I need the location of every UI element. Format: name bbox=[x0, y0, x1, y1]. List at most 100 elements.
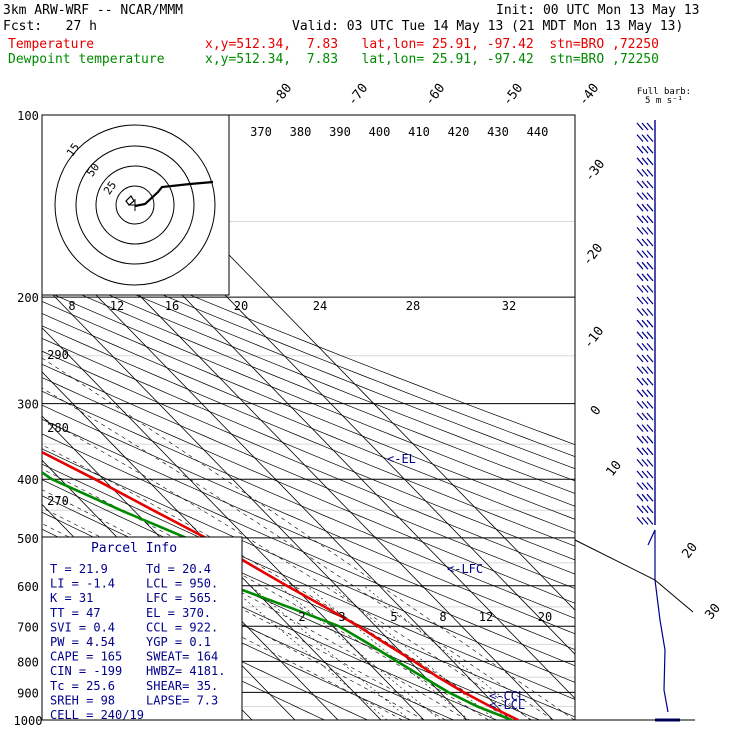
plot-frame bbox=[41, 114, 576, 721]
dry-adiabat bbox=[42, 301, 575, 520]
wind-barb bbox=[636, 308, 644, 316]
wind-barb bbox=[641, 459, 649, 467]
wind-barb bbox=[646, 308, 654, 316]
parcel-info-value: LI = -1.4 bbox=[50, 577, 115, 591]
mixing-ratio-label: 20 bbox=[538, 610, 552, 624]
wind-barb bbox=[636, 331, 644, 340]
wind-barb bbox=[636, 401, 644, 409]
wind-barb bbox=[641, 331, 649, 340]
profile-lines bbox=[42, 450, 519, 720]
isotherm-label: 10 bbox=[604, 458, 625, 480]
wind-barb bbox=[636, 447, 644, 456]
parcel-info-value: LAPSE= 7.3 bbox=[146, 693, 218, 707]
wind-barb bbox=[646, 505, 654, 514]
wind-barb bbox=[641, 261, 649, 270]
wind-barb bbox=[646, 296, 654, 305]
parcel-info-value: HWBZ= 4181. bbox=[146, 664, 225, 678]
init-time: Init: 00 UTC Mon 13 May 13 bbox=[496, 3, 700, 18]
hodograph-ring bbox=[54, 124, 216, 286]
wind-barb bbox=[641, 343, 649, 351]
wind-barb bbox=[636, 354, 644, 363]
dewpoint-profile bbox=[42, 470, 513, 720]
wind-barb bbox=[636, 273, 644, 282]
theta-label: 430 bbox=[487, 125, 509, 139]
wind-barb bbox=[636, 122, 644, 131]
wind-barb bbox=[646, 354, 654, 363]
wind-barb bbox=[636, 470, 644, 479]
theta-label: 370 bbox=[250, 125, 272, 139]
hodograph-ring-label: 25 bbox=[101, 179, 119, 197]
wind-barb bbox=[641, 354, 649, 363]
lcl-marker: <-LCL bbox=[489, 698, 525, 712]
hodograph-speed-label: 8 bbox=[68, 299, 75, 313]
wind-barb bbox=[646, 366, 654, 374]
wind-barb bbox=[641, 401, 649, 409]
theta-label: 400 bbox=[369, 125, 391, 139]
wind-barb bbox=[636, 435, 644, 444]
dry-adiabat bbox=[42, 564, 368, 720]
moist-adiabat bbox=[42, 417, 532, 720]
dry-adiabat bbox=[42, 433, 575, 667]
wind-barb bbox=[646, 493, 654, 502]
parcel-info-value: TT = 47 bbox=[50, 606, 101, 620]
dry-adiabat bbox=[42, 404, 575, 635]
dry-adiabat bbox=[42, 254, 575, 470]
isotherm-line bbox=[42, 327, 425, 720]
pressure-label: 700 bbox=[17, 620, 39, 634]
theta-label: 390 bbox=[329, 125, 351, 139]
parcel-info-value: Tc = 25.6 bbox=[50, 679, 115, 693]
wind-barb bbox=[646, 331, 654, 340]
mixing-ratio-label: 8 bbox=[439, 610, 446, 624]
wind-barb bbox=[646, 470, 654, 479]
wind-barb bbox=[636, 296, 644, 305]
pressure-label: 600 bbox=[17, 580, 39, 594]
hodograph-ring bbox=[115, 185, 155, 225]
lfc-marker: <-LFC bbox=[447, 562, 483, 576]
wind-barb bbox=[641, 308, 649, 316]
wind-barb bbox=[641, 169, 649, 177]
temperature-location: x,y=512.34, 7.83 lat,lon= 25.91, -97.42 … bbox=[205, 37, 659, 52]
pressure-label: 900 bbox=[17, 686, 39, 700]
hodograph-speed-label: 32 bbox=[502, 299, 516, 313]
isotherm-line bbox=[42, 238, 511, 720]
wind-barb bbox=[641, 134, 649, 142]
wind-barb bbox=[646, 180, 654, 189]
wind-barb bbox=[646, 192, 654, 200]
hodograph-trace bbox=[134, 180, 214, 208]
mixing-ratio-label: 5 bbox=[390, 610, 397, 624]
wind-barb bbox=[636, 157, 644, 166]
mixing-ratio-line bbox=[250, 585, 411, 720]
hodograph-speed-label: 24 bbox=[313, 299, 327, 313]
wind-barb bbox=[636, 238, 644, 247]
wind-barb-lower bbox=[647, 529, 669, 713]
wind-barb bbox=[646, 250, 654, 258]
parcel-info-value: YGP = 0.1 bbox=[146, 635, 211, 649]
wind-barb bbox=[646, 319, 654, 328]
isotherm-label: 0 bbox=[588, 403, 605, 418]
pressure-label: 100 bbox=[17, 109, 39, 123]
ccl-marker: <-CCL bbox=[489, 689, 525, 703]
isotherm-label: -80 bbox=[269, 81, 295, 109]
wind-barb bbox=[646, 482, 654, 490]
pressure-label: 400 bbox=[17, 473, 39, 487]
wind-barb bbox=[641, 215, 649, 224]
dry-adiabat bbox=[42, 289, 575, 507]
parcel-info-value: CCL = 922. bbox=[146, 620, 218, 634]
dry-adiabat bbox=[42, 266, 575, 482]
parcel-info-title: Parcel Info bbox=[91, 541, 177, 556]
hodograph-ring-label: 15 bbox=[64, 141, 82, 159]
dry-adiabat bbox=[42, 418, 575, 650]
wind-barb bbox=[641, 366, 649, 374]
isotherm-label: -20 bbox=[580, 241, 606, 269]
mixing-ratio-label: 2 bbox=[298, 610, 305, 624]
parcel-info-box: Parcel Info T = 21.9 Td = 20.4 LI = -1.4 LCL… bbox=[41, 536, 243, 722]
theta-label: 410 bbox=[408, 125, 430, 139]
dry-adiabat bbox=[42, 313, 575, 533]
moist-adiabat bbox=[42, 537, 403, 720]
hodograph-speed-label: 28 bbox=[406, 299, 420, 313]
isotherm-label: 20 bbox=[680, 540, 701, 562]
pressure-label: 800 bbox=[17, 655, 39, 669]
pressure-label: 500 bbox=[17, 532, 39, 546]
theta-label: 440 bbox=[527, 125, 549, 139]
